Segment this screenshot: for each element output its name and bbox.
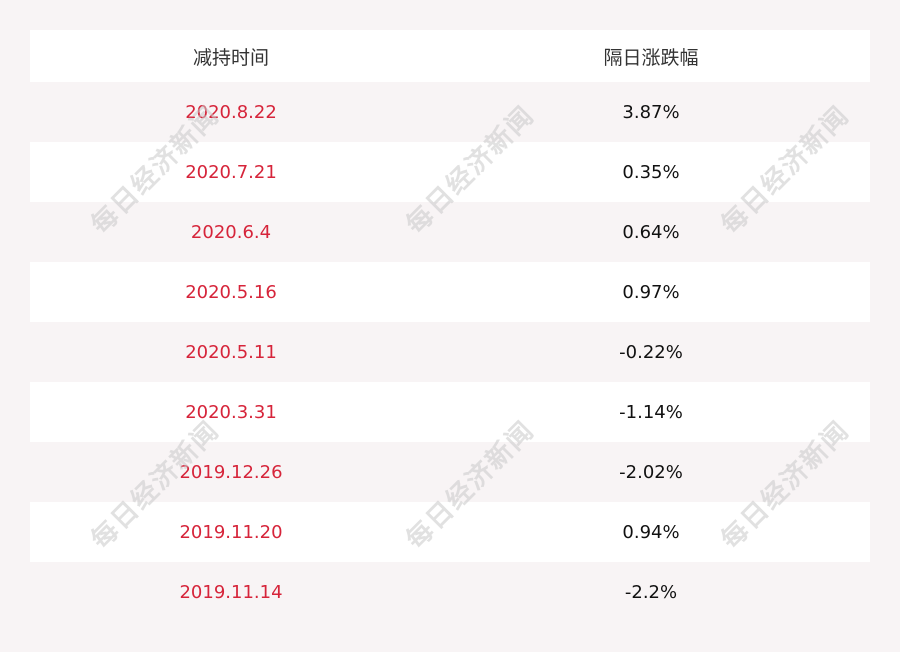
table-row: 2020.7.21 0.35%	[30, 142, 870, 202]
data-table: 减持时间 隔日涨跌幅 2020.8.22 3.87% 2020.7.21 0.3…	[30, 30, 870, 622]
reduction-date: 2019.11.20	[179, 521, 283, 543]
next-day-change: -2.02%	[619, 461, 683, 483]
next-day-change: 0.94%	[622, 521, 680, 543]
next-day-change: -2.2%	[624, 581, 678, 603]
header-next-day-change: 隔日涨跌幅	[603, 46, 699, 69]
reduction-date: 2019.12.26	[179, 461, 283, 483]
table-row: 2020.3.31 -1.14%	[30, 382, 870, 442]
next-day-change: 0.64%	[622, 221, 680, 243]
table-row: 2020.6.4 0.64%	[30, 202, 870, 262]
reduction-date: 2020.8.22	[185, 101, 277, 123]
next-day-change: 0.35%	[622, 161, 680, 183]
reduction-date: 2020.6.4	[190, 221, 272, 243]
next-day-change: -0.22%	[619, 341, 683, 363]
table-row: 2019.12.26 -2.02%	[30, 442, 870, 502]
reduction-date: 2020.3.31	[185, 401, 277, 423]
table-row: 2020.5.11 -0.22%	[30, 322, 870, 382]
table-row: 2020.5.16 0.97%	[30, 262, 870, 322]
next-day-change: 0.97%	[622, 281, 680, 303]
table-row: 2019.11.14 -2.2%	[30, 562, 870, 622]
next-day-change: 3.87%	[622, 101, 680, 123]
table-row: 2019.11.20 0.94%	[30, 502, 870, 562]
table-row: 2020.8.22 3.87%	[30, 82, 870, 142]
reduction-date: 2020.5.11	[185, 341, 277, 363]
reduction-date: 2019.11.14	[179, 581, 283, 603]
next-day-change: -1.14%	[619, 401, 683, 423]
reduction-date: 2020.7.21	[185, 161, 277, 183]
reduction-date: 2020.5.16	[185, 281, 277, 303]
header-reduction-date: 减持时间	[192, 46, 269, 69]
table-header: 减持时间 隔日涨跌幅	[30, 30, 870, 82]
